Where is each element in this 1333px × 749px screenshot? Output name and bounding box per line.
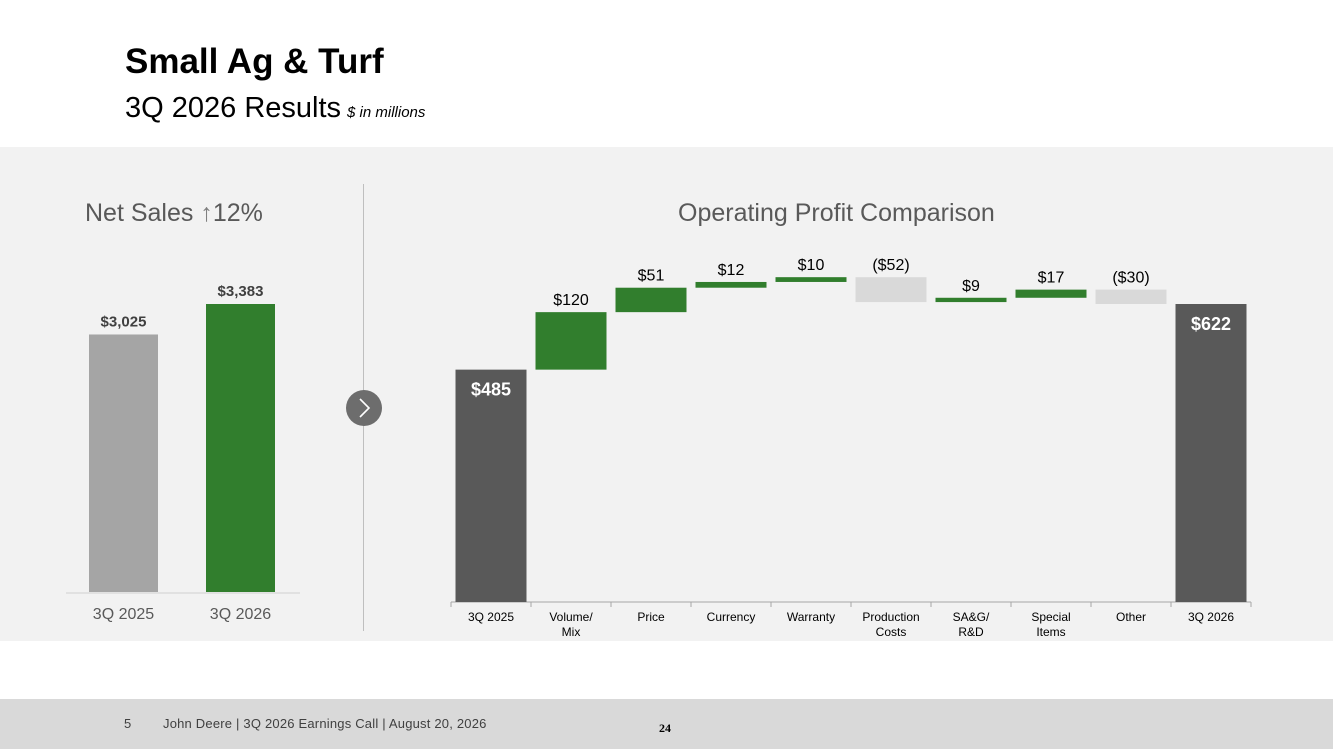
waterfall-data-label: $485 (471, 380, 511, 400)
waterfall-bar (535, 312, 607, 370)
footer-text: John Deere | 3Q 2026 Earnings Call | Aug… (163, 716, 487, 731)
next-button[interactable] (346, 390, 382, 426)
net-sales-data-label: $3,025 (101, 313, 147, 330)
waterfall-tick-label: Currency (707, 610, 756, 624)
waterfall-bar (455, 369, 527, 602)
footer: 5 John Deere | 3Q 2026 Earnings Call | A… (0, 699, 1333, 749)
waterfall-tick-label: SA&G/R&D (953, 610, 990, 639)
waterfall-bar (855, 277, 927, 303)
net-sales-change: 12% (212, 199, 263, 227)
net-sales-data-label: $3,383 (218, 283, 264, 300)
units-note: $ in millions (347, 104, 426, 121)
net-sales-title: Net Sales ↑12% (85, 199, 263, 228)
waterfall-tick-label: Volume/Mix (549, 610, 593, 639)
waterfall-data-label: $12 (718, 262, 745, 279)
up-arrow-icon: ↑ (200, 199, 213, 227)
waterfall-bar (935, 297, 1007, 303)
waterfall-tick-label: Price (637, 610, 665, 624)
page-number: 24 (659, 721, 671, 735)
waterfall-data-label: $51 (638, 268, 665, 285)
net-sales-bar (206, 304, 275, 592)
waterfall-bar (1175, 304, 1247, 602)
waterfall-data-label: $10 (798, 257, 825, 274)
waterfall-tick-label: 3Q 2025 (468, 610, 514, 624)
waterfall-data-label: ($30) (1112, 270, 1149, 287)
waterfall-bar (615, 287, 687, 313)
waterfall-tick-label: Warranty (787, 610, 835, 624)
net-sales-chart: $3,025 3Q 2025 $3,383 3Q 2026 (66, 283, 300, 623)
waterfall-bar (1015, 289, 1087, 298)
waterfall-bar (1095, 289, 1167, 304)
waterfall-bar (775, 277, 847, 282)
operating-profit-title: Operating Profit Comparison (678, 199, 995, 227)
waterfall-data-label: $120 (553, 292, 589, 309)
waterfall-tick-label: Other (1116, 610, 1146, 624)
waterfall-data-label: $9 (962, 278, 980, 295)
subtitle-text: 3Q 2026 Results (125, 92, 342, 124)
waterfall-tick-label: Production Costs (862, 610, 919, 639)
net-sales-label: Net Sales (85, 199, 194, 227)
waterfall-bar (695, 281, 767, 288)
chevron-right-icon (359, 398, 371, 418)
net-sales-tick-label: 3Q 2025 (93, 606, 154, 623)
waterfall-data-label: $17 (1038, 270, 1065, 287)
net-sales-tick-label: 3Q 2026 (210, 606, 271, 623)
waterfall-tick-label: 3Q 2026 (1188, 610, 1234, 624)
net-sales-bar (89, 334, 158, 592)
waterfall-data-label: $622 (1191, 314, 1231, 334)
slide-number: 5 (124, 716, 132, 731)
waterfall-tick-label: Special Items (1031, 610, 1070, 639)
page-subtitle: 3Q 2026 Results $ in millions (125, 92, 425, 125)
waterfall-data-label: ($52) (872, 257, 909, 274)
operating-profit-chart: $485 3Q 2025 $120 Volume/Mix $51 Price $12 Curr… (450, 257, 1252, 639)
page-title: Small Ag & Turf (125, 42, 384, 81)
